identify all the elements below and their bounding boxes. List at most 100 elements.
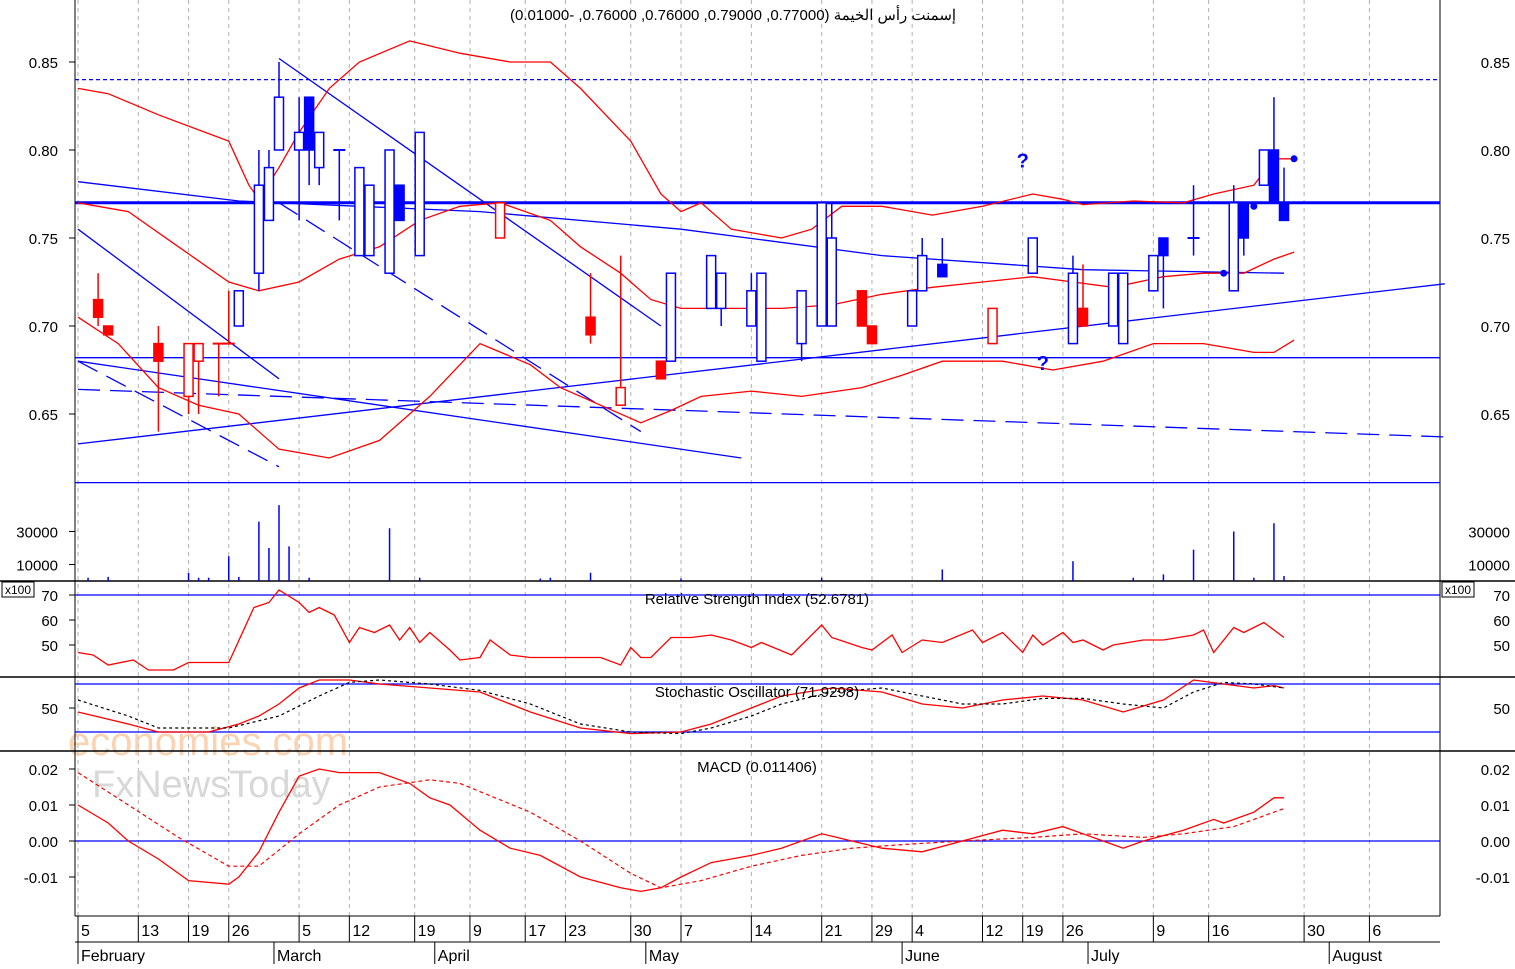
candle-body (1228, 202, 1239, 292)
day-label: 26 (1066, 923, 1084, 940)
y-tick-label-right: 0.00 (1481, 834, 1510, 851)
y-tick-label-left: 10000 (16, 558, 58, 575)
candle-body (1238, 202, 1250, 239)
candle-body (364, 184, 375, 257)
y-tick-label-left: 0.70 (29, 319, 58, 336)
y-tick-label-left: 50 (41, 701, 58, 718)
candle-body (153, 342, 164, 362)
candle-body (354, 166, 365, 257)
y-tick-label-left: 30000 (16, 525, 58, 542)
candle-body (816, 202, 827, 327)
candle-body (746, 290, 757, 327)
day-label: 21 (825, 923, 843, 940)
day-label: 9 (1156, 923, 1165, 940)
candle-body (655, 360, 667, 380)
day-label: 14 (754, 923, 772, 940)
candle-body (183, 342, 194, 398)
y-tick-label-right: 0.65 (1481, 407, 1510, 424)
y-tick-label-left: 70 (41, 588, 58, 605)
candle-body (796, 290, 807, 345)
candle-body (384, 149, 395, 274)
day-label: 19 (418, 923, 436, 940)
y-tick-label-right: 0.01 (1481, 798, 1510, 815)
trendline (77, 283, 1445, 445)
y-tick-label-right: 50 (1493, 638, 1510, 655)
candle-body (856, 290, 868, 327)
candle-body (1148, 254, 1159, 292)
macd-signal-line (77, 772, 1285, 889)
day-label: 6 (1372, 923, 1381, 940)
candle-body (906, 290, 918, 327)
day-label: 29 (875, 923, 893, 940)
candle-body (705, 254, 717, 310)
month-label: May (649, 948, 679, 964)
candle-body (1067, 272, 1079, 345)
y-tick-label-right: -0.01 (1476, 870, 1510, 887)
y-tick-label-right: 0.02 (1481, 762, 1510, 779)
marker-dot (1220, 269, 1228, 277)
candle-body (1268, 149, 1280, 204)
candle-body (303, 96, 315, 151)
y-tick-label-left: 0.00 (29, 834, 58, 851)
trendline (278, 202, 642, 433)
month-label: March (277, 948, 321, 964)
candle-body (1158, 237, 1169, 257)
chart-title: إسمنت رأس الخيمة (0.77000, 0.79000, 0.76… (510, 7, 957, 24)
candle-body (937, 263, 948, 278)
y-tick-label-right: 10000 (1468, 558, 1510, 575)
day-label: 12 (352, 923, 370, 940)
candle-body (987, 307, 998, 345)
y-tick-label-right: 0.85 (1481, 55, 1510, 72)
x100-badge-right-label: x100 (1445, 583, 1471, 597)
trendline (77, 388, 1445, 438)
y-tick-label-left: 0.75 (29, 231, 58, 248)
month-label: February (81, 948, 145, 964)
candle-body (102, 325, 114, 336)
stochastic-title: Stochastic Oscillator (71.9298) (655, 684, 859, 701)
candle-body (494, 202, 506, 239)
trendline (77, 360, 280, 468)
day-label: 17 (528, 923, 546, 940)
y-tick-label-right: 30000 (1468, 525, 1510, 542)
month-label: July (1091, 948, 1119, 964)
candle-body (1027, 237, 1038, 274)
y-tick-label-right: 0.80 (1481, 143, 1510, 160)
candle-body (253, 184, 265, 274)
y-tick-label-right: 70 (1493, 588, 1510, 605)
y-tick-label-right: 60 (1493, 613, 1510, 630)
candle-body (263, 166, 275, 222)
candle-body (293, 131, 305, 151)
month-label: August (1332, 948, 1382, 964)
day-label: 5 (302, 923, 311, 940)
bollinger-lower (77, 316, 1295, 459)
day-label: 4 (915, 923, 924, 940)
day-label: 12 (986, 923, 1004, 940)
candle-body (92, 298, 104, 318)
candle-body (414, 131, 425, 257)
y-tick-label-left: 0.65 (29, 407, 58, 424)
candle-body (313, 131, 325, 169)
candle-body (394, 184, 405, 222)
y-tick-label-left: 60 (41, 613, 58, 630)
candle-body (1117, 272, 1129, 345)
day-label: 26 (232, 923, 250, 940)
x100-badge-right (1441, 581, 1475, 598)
candle-body (916, 254, 928, 292)
candle-body (233, 290, 245, 327)
candle-body (665, 272, 677, 362)
trendline (77, 228, 280, 380)
rsi-title: Relative Strength Index (52.6781) (645, 591, 869, 608)
question-marker: ? (1017, 151, 1029, 173)
day-label: 9 (473, 923, 482, 940)
y-tick-label-left: 0.01 (29, 798, 58, 815)
y-tick-label-right: 0.70 (1481, 319, 1510, 336)
candle-body (715, 272, 727, 310)
day-label: 19 (1026, 923, 1044, 940)
day-label: 23 (568, 923, 586, 940)
x100-badge-left-label: x100 (5, 583, 31, 597)
trendline (278, 57, 662, 327)
day-label: 7 (684, 923, 693, 940)
macd-title: MACD (0.011406) (697, 759, 817, 776)
day-label: 13 (141, 923, 159, 940)
